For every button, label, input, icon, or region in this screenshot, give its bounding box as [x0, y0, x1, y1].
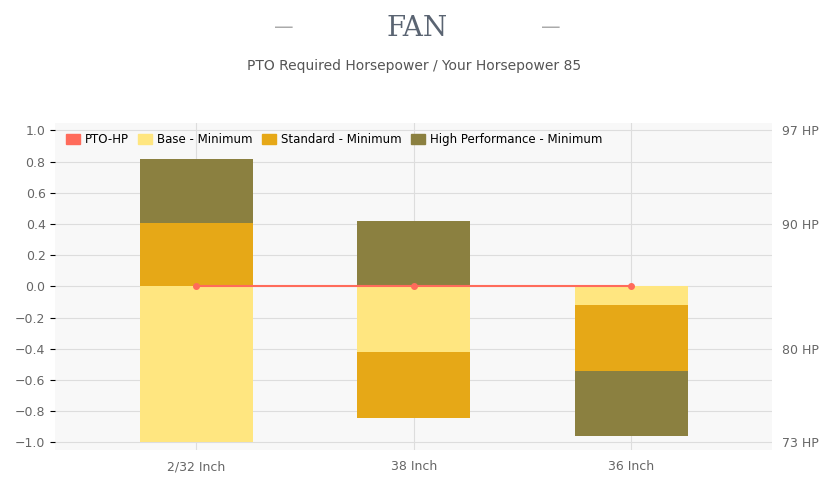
Bar	[575, 305, 688, 371]
Text: —: —	[274, 18, 294, 37]
Bar	[575, 286, 688, 305]
Text: —: —	[540, 18, 560, 37]
Text: FAN: FAN	[386, 15, 448, 41]
Title: PTO Required Horsepower / Your Horsepower 85: PTO Required Horsepower / Your Horsepowe…	[247, 59, 580, 73]
Bar	[140, 223, 253, 286]
Bar	[140, 286, 253, 443]
Bar	[575, 371, 688, 436]
Bar	[357, 352, 470, 418]
Legend: PTO-HP, Base - Minimum, Standard - Minimum, High Performance - Minimum: PTO-HP, Base - Minimum, Standard - Minim…	[61, 129, 607, 151]
Bar	[357, 286, 470, 352]
Bar	[140, 159, 253, 223]
Bar	[357, 221, 470, 286]
